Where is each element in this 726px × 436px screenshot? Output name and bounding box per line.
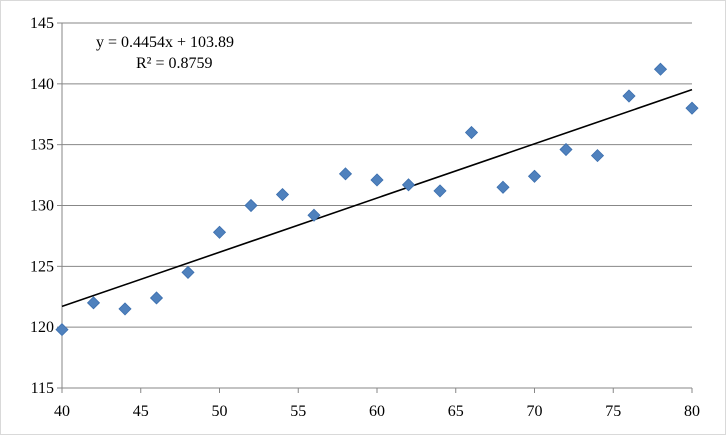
y-tick-label-130: 130: [30, 198, 54, 215]
data-point-56: [307, 208, 321, 222]
r-squared-label: R² = 0.8759: [136, 55, 213, 72]
x-tick-label-80: 80: [684, 403, 700, 420]
y-tick-label-115: 115: [31, 380, 54, 397]
data-point-52: [244, 198, 258, 213]
tick-labels: 115 120 125 130 135 140 145 40 45 50 55 60 65 70 75 80: [30, 15, 700, 420]
data-point-54: [275, 187, 290, 202]
axes: [57, 22, 693, 393]
data-point-74: [590, 149, 605, 163]
data-point-46: [149, 291, 164, 305]
trendline: [61, 88, 693, 308]
data-point-78: [653, 62, 668, 76]
data-point-80: [685, 101, 699, 115]
x-tick-label-65: 65: [448, 403, 464, 420]
y-tick-label-140: 140: [30, 76, 54, 93]
x-tick-label-60: 60: [369, 403, 385, 420]
data-point-40: [55, 323, 69, 337]
data-point-76: [622, 89, 636, 103]
data-point-64: [433, 184, 447, 198]
x-tick-label-70: 70: [527, 403, 543, 420]
gridlines: [62, 22, 692, 328]
data-point-66: [464, 125, 479, 140]
data-point-50: [212, 225, 227, 239]
data-point-44: [118, 302, 132, 316]
data-point-42: [86, 296, 101, 310]
data-point-48: [181, 265, 195, 279]
y-tick-label-120: 120: [30, 319, 54, 336]
data-point-70: [527, 169, 542, 183]
trendline-equation: y = 0.4454x + 103.89: [96, 34, 234, 51]
data-point-58: [338, 167, 353, 181]
x-tick-label-45: 45: [133, 403, 149, 420]
x-tick-label-55: 55: [290, 403, 306, 420]
y-tick-label-135: 135: [30, 137, 54, 154]
data-point-68: [496, 180, 510, 194]
y-tick-label-125: 125: [30, 258, 54, 275]
data-point-60: [370, 173, 384, 187]
data-point-62: [401, 178, 416, 192]
trendline-group: [61, 88, 693, 308]
x-tick-label-40: 40: [54, 403, 70, 420]
y-tick-label-145: 145: [30, 15, 54, 32]
x-tick-label-75: 75: [605, 403, 621, 420]
data-point-72: [559, 142, 573, 157]
x-tick-label-50: 50: [212, 403, 228, 420]
data-points: [55, 62, 699, 337]
